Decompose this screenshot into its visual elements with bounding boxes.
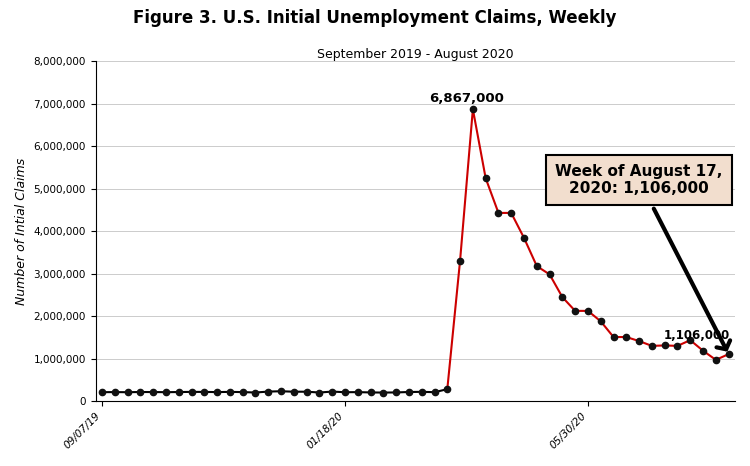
Text: 1,106,000: 1,106,000 (664, 329, 730, 342)
Text: Figure 3. U.S. Initial Unemployment Claims, Weekly: Figure 3. U.S. Initial Unemployment Clai… (134, 9, 616, 27)
Text: Week of August 17,
2020: 1,106,000: Week of August 17, 2020: 1,106,000 (556, 164, 730, 350)
Title: September 2019 - August 2020: September 2019 - August 2020 (317, 48, 514, 61)
Text: 6,867,000: 6,867,000 (429, 91, 504, 104)
Y-axis label: Number of Intial Claims: Number of Intial Claims (15, 158, 28, 305)
